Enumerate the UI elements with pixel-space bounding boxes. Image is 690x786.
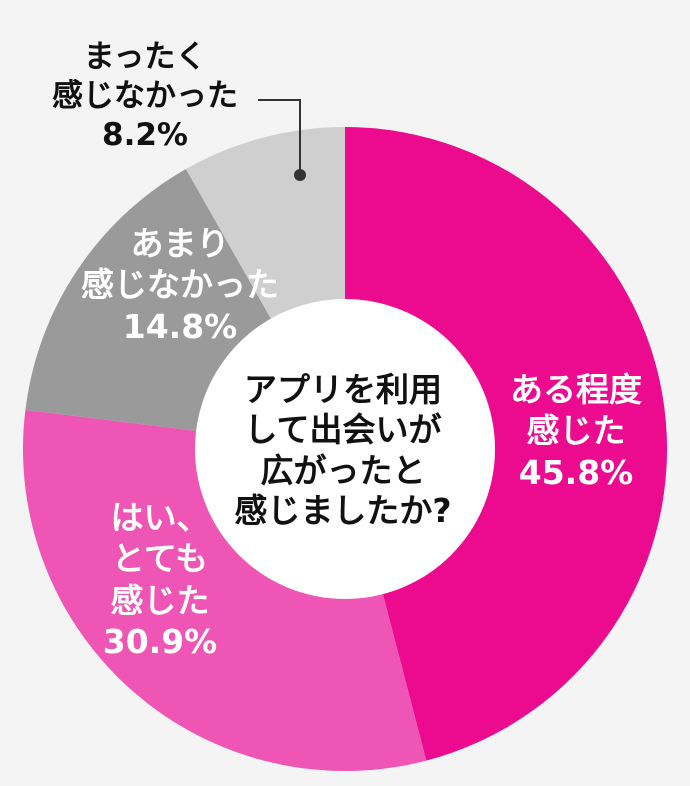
slice-label-line: 感じた [110,580,210,620]
center-question-line: アプリを利用 [244,370,442,409]
slice-label-somewhat: ある程度 感じた 45.8% [496,369,656,493]
slice-value-label: 45.8% [518,452,634,492]
slice-label-line: 感じなかった [52,77,238,114]
slice-value-label: 8.2% [102,116,188,153]
slice-somewhat [345,127,668,761]
slice-label-not-at-all: まったく 感じなかった 8.2% [40,38,250,154]
slice-label-line: ある程度 [510,370,642,409]
slice-label-line: とても [111,539,209,579]
leader-group [258,99,306,181]
slice-label-line: まったく [83,39,207,75]
center-question-line: して出会いが [244,410,442,450]
center-hole [195,299,495,599]
center-question-line: 広がったと [260,450,426,490]
leader-dot [294,169,306,181]
center-question-line: 感じましたか? [234,490,452,530]
center-question: アプリを利用 して出会いが 広がったと 感じましたか? [212,370,474,531]
slice-label-line: 感じなかった [81,265,279,305]
slice-value-label: 14.8% [122,306,238,346]
slice-label-line: 感じた [526,411,626,451]
slice-label-very: はい、 とても 感じた 30.9% [85,497,235,662]
slice-label-line: あまり [130,224,230,263]
slice-label-line: はい、 [110,498,210,537]
slice-label-not-much: あまり 感じなかった 14.8% [75,223,285,347]
slice-value-label: 30.9% [102,621,218,661]
leader-line [258,99,301,172]
